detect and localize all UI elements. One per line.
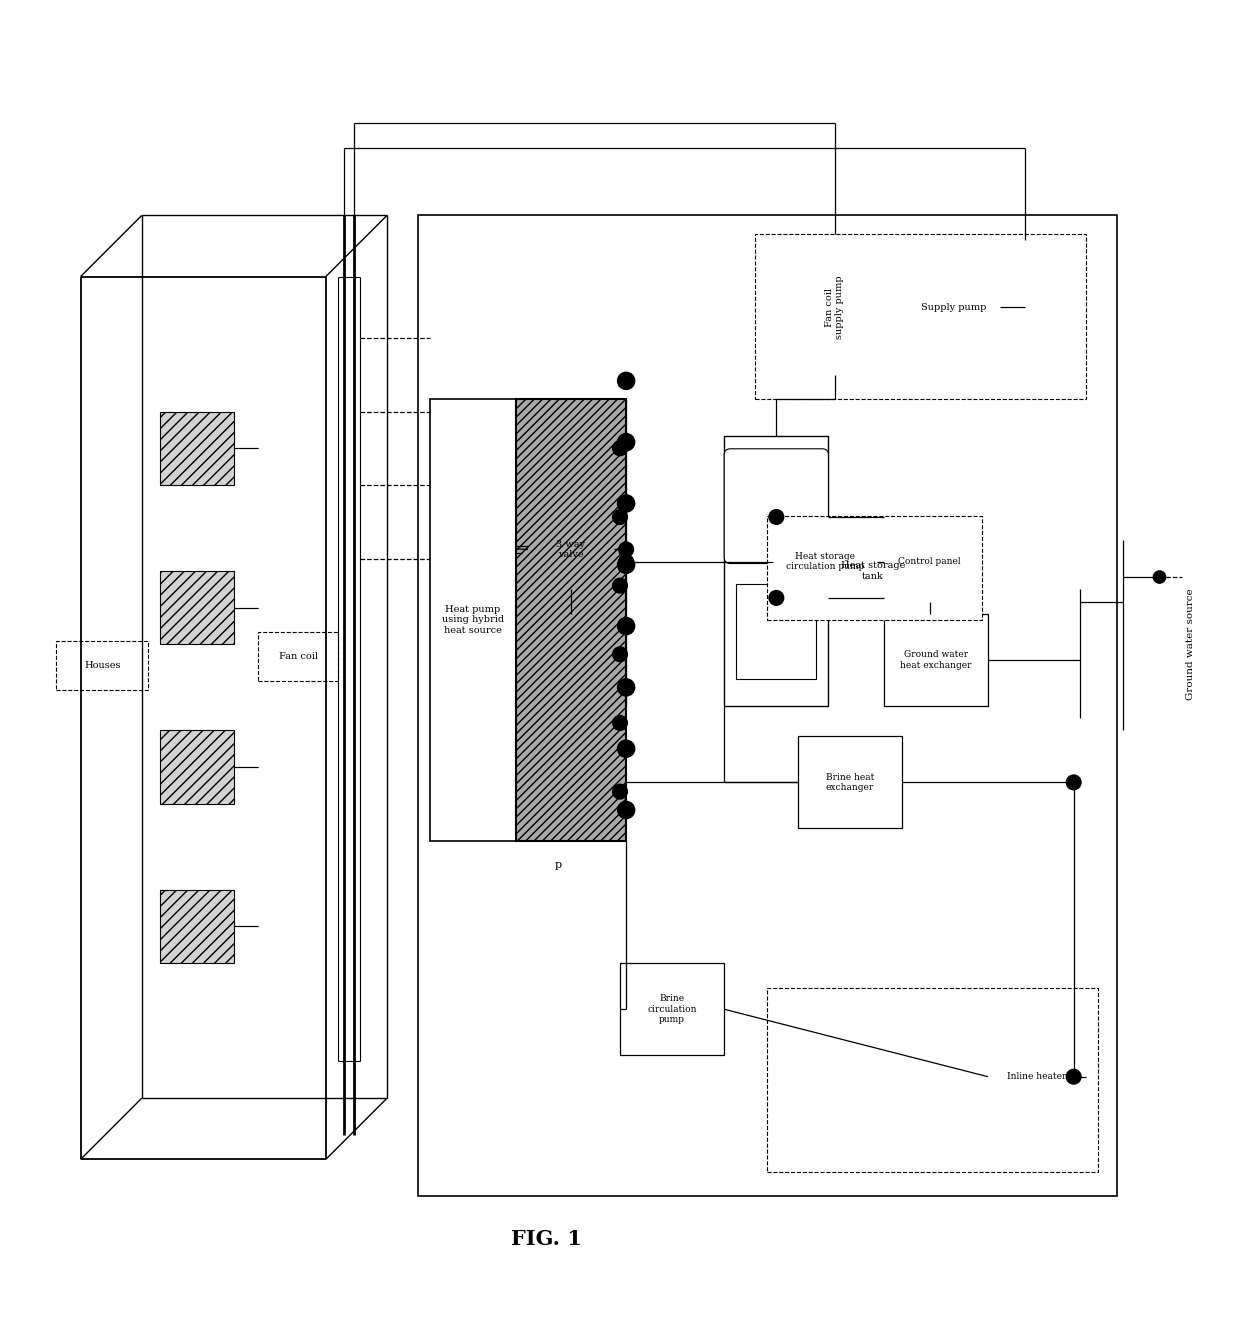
FancyBboxPatch shape bbox=[528, 510, 614, 589]
Circle shape bbox=[619, 554, 634, 569]
Text: Brine heat
exchanger: Brine heat exchanger bbox=[826, 773, 874, 792]
FancyBboxPatch shape bbox=[160, 731, 234, 804]
FancyBboxPatch shape bbox=[755, 234, 1086, 399]
Text: 3 way
valve: 3 way valve bbox=[557, 539, 585, 559]
FancyBboxPatch shape bbox=[418, 215, 1116, 1196]
Circle shape bbox=[613, 578, 627, 593]
FancyBboxPatch shape bbox=[884, 522, 976, 602]
Circle shape bbox=[618, 495, 635, 512]
Circle shape bbox=[618, 372, 635, 389]
FancyBboxPatch shape bbox=[160, 571, 234, 645]
Text: Heat pump
using hybrid
heat source: Heat pump using hybrid heat source bbox=[441, 605, 503, 634]
FancyBboxPatch shape bbox=[737, 585, 816, 678]
Circle shape bbox=[618, 678, 635, 696]
Text: Ground water
heat exchanger: Ground water heat exchanger bbox=[900, 650, 971, 669]
FancyBboxPatch shape bbox=[258, 633, 339, 681]
FancyBboxPatch shape bbox=[768, 987, 1099, 1172]
FancyBboxPatch shape bbox=[797, 736, 901, 828]
Circle shape bbox=[619, 542, 634, 557]
Circle shape bbox=[618, 557, 635, 574]
FancyBboxPatch shape bbox=[914, 246, 994, 368]
Text: p: p bbox=[556, 860, 562, 870]
Text: Fan coil: Fan coil bbox=[279, 652, 319, 661]
FancyBboxPatch shape bbox=[160, 412, 234, 486]
Circle shape bbox=[769, 510, 784, 524]
FancyBboxPatch shape bbox=[724, 436, 828, 705]
FancyBboxPatch shape bbox=[430, 399, 516, 840]
Circle shape bbox=[618, 801, 635, 819]
Text: Brine
circulation
pump: Brine circulation pump bbox=[647, 994, 697, 1024]
FancyBboxPatch shape bbox=[620, 963, 724, 1056]
Text: Inline heater: Inline heater bbox=[1007, 1072, 1066, 1081]
Text: Supply pump: Supply pump bbox=[921, 302, 987, 312]
Circle shape bbox=[769, 590, 784, 605]
FancyBboxPatch shape bbox=[804, 313, 866, 363]
FancyBboxPatch shape bbox=[908, 240, 1001, 375]
Circle shape bbox=[613, 648, 627, 662]
FancyBboxPatch shape bbox=[884, 614, 988, 705]
FancyBboxPatch shape bbox=[797, 240, 872, 375]
Text: Houses: Houses bbox=[84, 661, 120, 670]
FancyBboxPatch shape bbox=[918, 313, 991, 363]
FancyBboxPatch shape bbox=[724, 448, 828, 563]
FancyBboxPatch shape bbox=[988, 1030, 1086, 1123]
FancyBboxPatch shape bbox=[56, 641, 148, 690]
FancyBboxPatch shape bbox=[516, 399, 626, 840]
Text: Heat storage
circulation pump: Heat storage circulation pump bbox=[786, 553, 864, 571]
Circle shape bbox=[618, 434, 635, 451]
Circle shape bbox=[613, 510, 627, 524]
FancyBboxPatch shape bbox=[768, 515, 982, 619]
Text: Control panel: Control panel bbox=[898, 557, 961, 566]
Text: Fan coil
supply pump: Fan coil supply pump bbox=[825, 276, 844, 339]
Text: Heat storage
tank: Heat storage tank bbox=[841, 561, 905, 581]
Circle shape bbox=[618, 740, 635, 757]
Circle shape bbox=[613, 442, 627, 456]
Circle shape bbox=[1066, 1069, 1081, 1084]
Text: Ground water source: Ground water source bbox=[1185, 589, 1194, 700]
FancyBboxPatch shape bbox=[774, 522, 878, 602]
Circle shape bbox=[618, 618, 635, 634]
Circle shape bbox=[613, 716, 627, 731]
Circle shape bbox=[1153, 571, 1166, 583]
FancyBboxPatch shape bbox=[160, 890, 234, 963]
Circle shape bbox=[613, 784, 627, 799]
Circle shape bbox=[1066, 775, 1081, 789]
Text: FIG. 1: FIG. 1 bbox=[511, 1230, 582, 1250]
